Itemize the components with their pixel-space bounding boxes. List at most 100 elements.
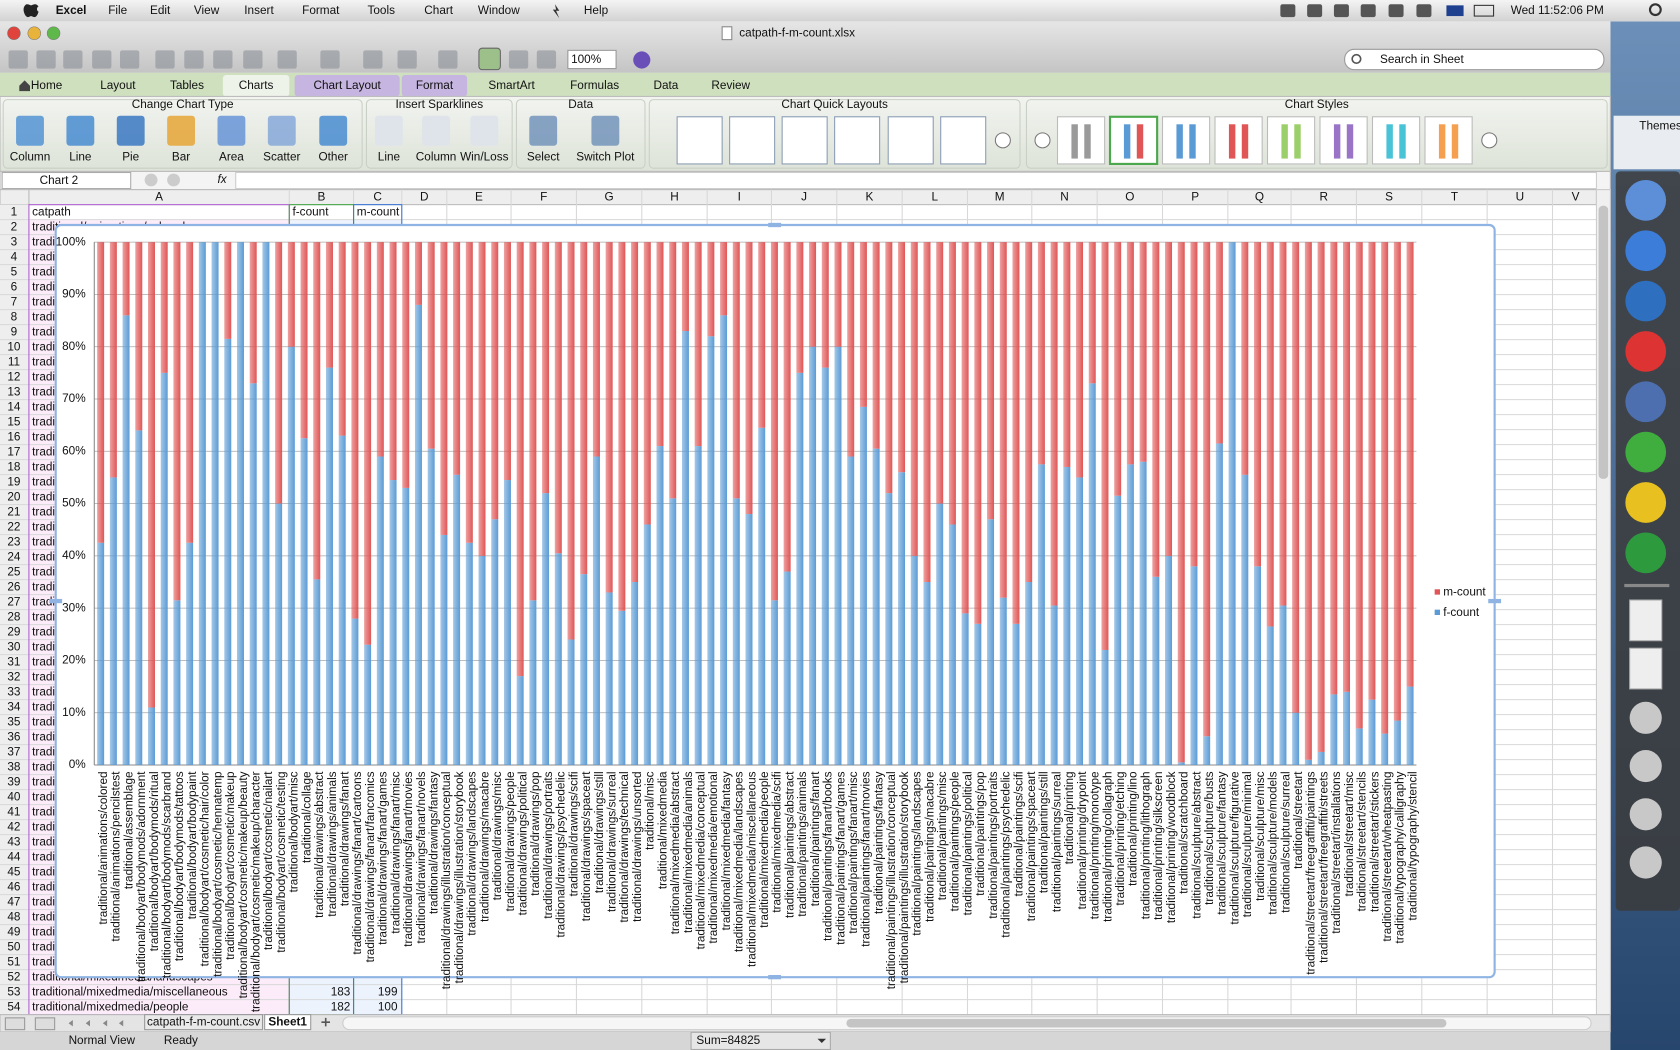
tab-nav[interactable] [85,1020,90,1027]
dock-stack[interactable] [1629,798,1662,831]
tab-nav[interactable] [102,1020,108,1027]
menu-item[interactable]: Help [584,4,609,17]
column-header[interactable]: N [1060,190,1069,203]
h-scroll-thumb[interactable] [846,1018,1447,1028]
legend-label[interactable]: m-count [1443,586,1486,599]
zoom-box[interactable] [567,49,617,70]
ribbon-tab[interactable]: Home [31,79,63,92]
sheet-tab[interactable] [264,1014,312,1031]
row-header[interactable]: 43 [7,835,21,848]
chart-style[interactable] [1108,115,1159,165]
ribbon-button-icon[interactable] [591,115,620,146]
menu-item[interactable]: Chart [424,4,454,17]
row-header[interactable]: 31 [7,655,20,668]
row-header[interactable]: 35 [7,715,21,728]
cell[interactable]: 182 [331,1000,351,1013]
row-header[interactable]: 14 [7,400,21,413]
row-header[interactable]: 7 [11,295,18,308]
ribbon-button[interactable]: Select [527,151,560,164]
scroll-thumb[interactable] [1598,205,1609,479]
ribbon-tab[interactable]: Tables [170,79,204,92]
row-header[interactable]: 1 [11,205,18,218]
row-header[interactable]: 2 [11,220,18,233]
add-sheet[interactable] [321,1017,330,1027]
toolbar-button[interactable] [184,50,204,69]
ribbon-button-icon[interactable] [167,115,195,146]
cell[interactable]: traditional/mixedmedia/miscellaneous [32,985,228,998]
row-header[interactable]: 17 [7,445,20,458]
toolbar-button[interactable] [63,50,83,69]
ribbon-button[interactable]: Win/Loss [460,151,509,164]
resize-handle[interactable] [768,975,782,980]
row-header[interactable]: 51 [7,955,20,968]
column-header[interactable]: A [155,190,163,203]
dock-icon[interactable] [1625,331,1667,372]
dock-icon[interactable] [1625,381,1667,423]
row-header[interactable]: 8 [11,310,18,323]
menu-item[interactable]: Edit [150,4,171,17]
clock[interactable]: Wed 11:52:06 PM [1511,4,1604,17]
ribbon-button[interactable]: Other [318,151,348,164]
toolbar-button[interactable] [155,50,175,69]
toolbar-button[interactable] [8,50,28,69]
row-header[interactable]: 22 [7,520,20,533]
column-header[interactable]: J [801,190,807,203]
row-header[interactable]: 5 [11,265,18,278]
toolbar-button[interactable] [397,50,417,69]
row-header[interactable]: 21 [7,505,20,518]
column-header[interactable]: G [605,190,614,203]
dock-document[interactable] [1629,647,1663,690]
ribbon-tab[interactable]: Chart Layout [313,79,381,92]
quick-layout-thumb[interactable] [781,116,828,165]
chart-style[interactable] [1424,116,1473,165]
toolbar-button[interactable] [320,50,340,69]
ribbon-button[interactable]: Line [69,151,92,164]
column-header[interactable]: P [1191,190,1199,203]
row-header[interactable]: 36 [7,730,21,743]
row-header[interactable]: 37 [7,745,20,758]
cell[interactable]: 183 [331,985,351,998]
apple-logo[interactable] [23,4,39,18]
status-icon[interactable] [1307,4,1323,18]
status-icon[interactable] [1388,4,1404,18]
column-header[interactable]: S [1385,190,1393,203]
ribbon-button-icon[interactable] [267,115,296,146]
chart-style[interactable] [1266,116,1316,165]
ribbon-button[interactable]: Area [219,151,244,164]
cell[interactable]: 199 [378,985,398,998]
chart-style[interactable] [1161,116,1211,165]
view-button[interactable] [34,1017,56,1031]
row-header[interactable]: 19 [7,475,20,488]
help-button[interactable] [633,51,651,69]
row-header[interactable]: 48 [7,910,21,923]
ribbon-tab[interactable]: Charts [239,79,274,92]
row-header[interactable]: 6 [11,280,18,293]
column-header[interactable]: V [1572,190,1580,203]
search-placeholder[interactable]: Search in Sheet [1380,53,1464,66]
scroll-right[interactable] [994,132,1011,149]
row-header[interactable]: 23 [7,535,21,548]
ribbon-tab[interactable]: SmartArt [488,79,535,92]
toolbar-button[interactable] [36,50,56,69]
legend-label[interactable]: f-count [1443,606,1480,619]
row-header[interactable]: 15 [7,415,21,428]
row-header[interactable]: 42 [7,820,20,833]
quick-layout-thumb[interactable] [940,116,987,165]
battery-icon[interactable] [1473,4,1495,17]
row-header[interactable]: 25 [7,565,21,578]
menu-item[interactable]: Tools [368,4,396,17]
name-box[interactable] [1,171,132,190]
dock-icon[interactable] [1625,482,1667,523]
row-header[interactable]: 38 [7,760,21,773]
flag-icon[interactable] [1446,5,1464,17]
row-header[interactable]: 34 [7,700,21,713]
ribbon-tab[interactable]: Layout [100,79,136,92]
window-button[interactable] [27,26,41,40]
row-header[interactable]: 32 [7,670,20,683]
toolbar-button[interactable] [120,50,140,69]
ribbon-button[interactable]: Line [378,151,401,164]
chart-style[interactable] [1371,116,1421,165]
zoom-value[interactable]: 100% [571,53,602,66]
ribbon-button-icon[interactable] [529,115,558,146]
row-header[interactable]: 18 [7,460,21,473]
